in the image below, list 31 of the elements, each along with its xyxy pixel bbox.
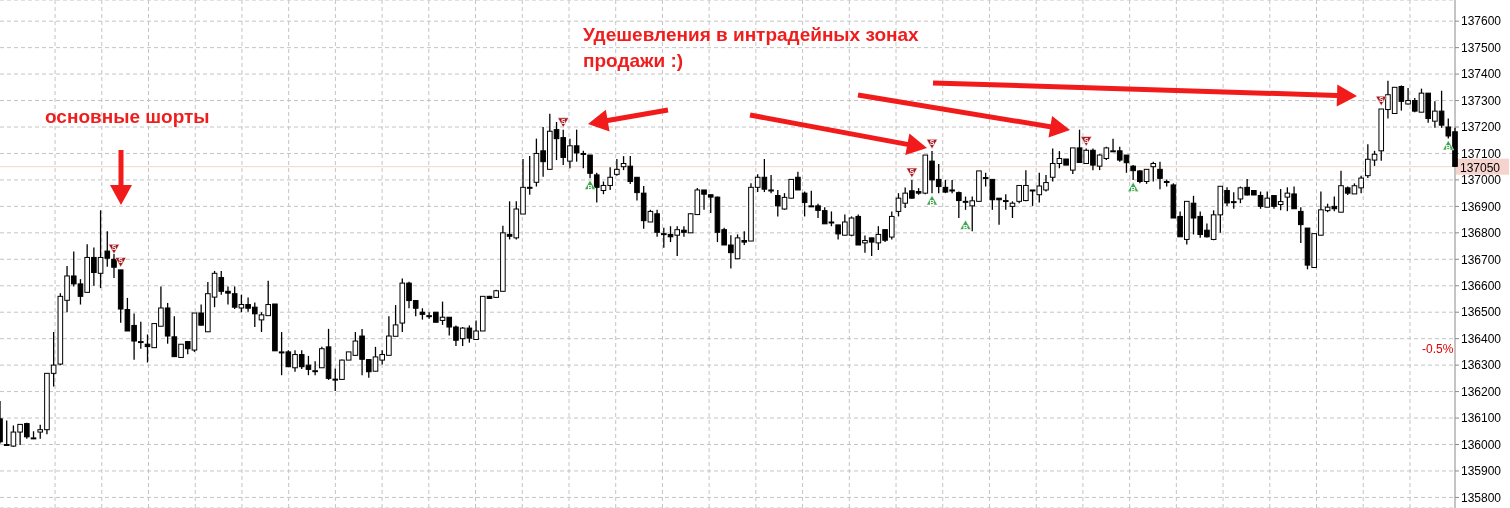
y-tick-label: 135900 [1461, 464, 1502, 479]
y-tick-label: 136900 [1461, 199, 1502, 214]
y-tick-label: 137600 [1461, 14, 1502, 29]
y-tick-label: 136700 [1461, 252, 1502, 267]
y-tick-label: 137200 [1461, 120, 1502, 135]
candlestick [312, 360, 318, 376]
y-tick-label: 136500 [1461, 305, 1502, 320]
y-tick-label: 136000 [1461, 437, 1502, 452]
candlestick [1150, 161, 1157, 183]
y-tick-label: 136400 [1461, 331, 1502, 346]
y-tick-label: 136100 [1461, 411, 1502, 426]
y-tick-label: 136300 [1461, 358, 1502, 373]
y-tick-label: 137000 [1461, 173, 1502, 188]
y-tick-label: 137400 [1461, 67, 1502, 82]
candlestick [1297, 206, 1304, 244]
y-tick-label: 137500 [1461, 40, 1502, 55]
y-tick-label: 136600 [1461, 279, 1502, 294]
y-tick-label: 135800 [1461, 490, 1502, 505]
y-tick-label: 136800 [1461, 226, 1502, 241]
y-tick-label: 137100 [1461, 146, 1502, 161]
annotation: основные шорты [45, 105, 210, 129]
candlestick [801, 190, 808, 218]
annotation: Удешевления в интрадейных зонах продажи :) [583, 23, 919, 73]
ref-line-label: 137050 [1460, 160, 1501, 175]
y-tick-label: 137300 [1461, 93, 1502, 108]
y-tick-label: 136200 [1461, 384, 1502, 399]
candlestick [1157, 161, 1163, 190]
candlestick [956, 190, 962, 219]
annotation: -0.5% [1422, 342, 1454, 356]
candlestick [614, 158, 620, 177]
candlestick [111, 253, 117, 279]
